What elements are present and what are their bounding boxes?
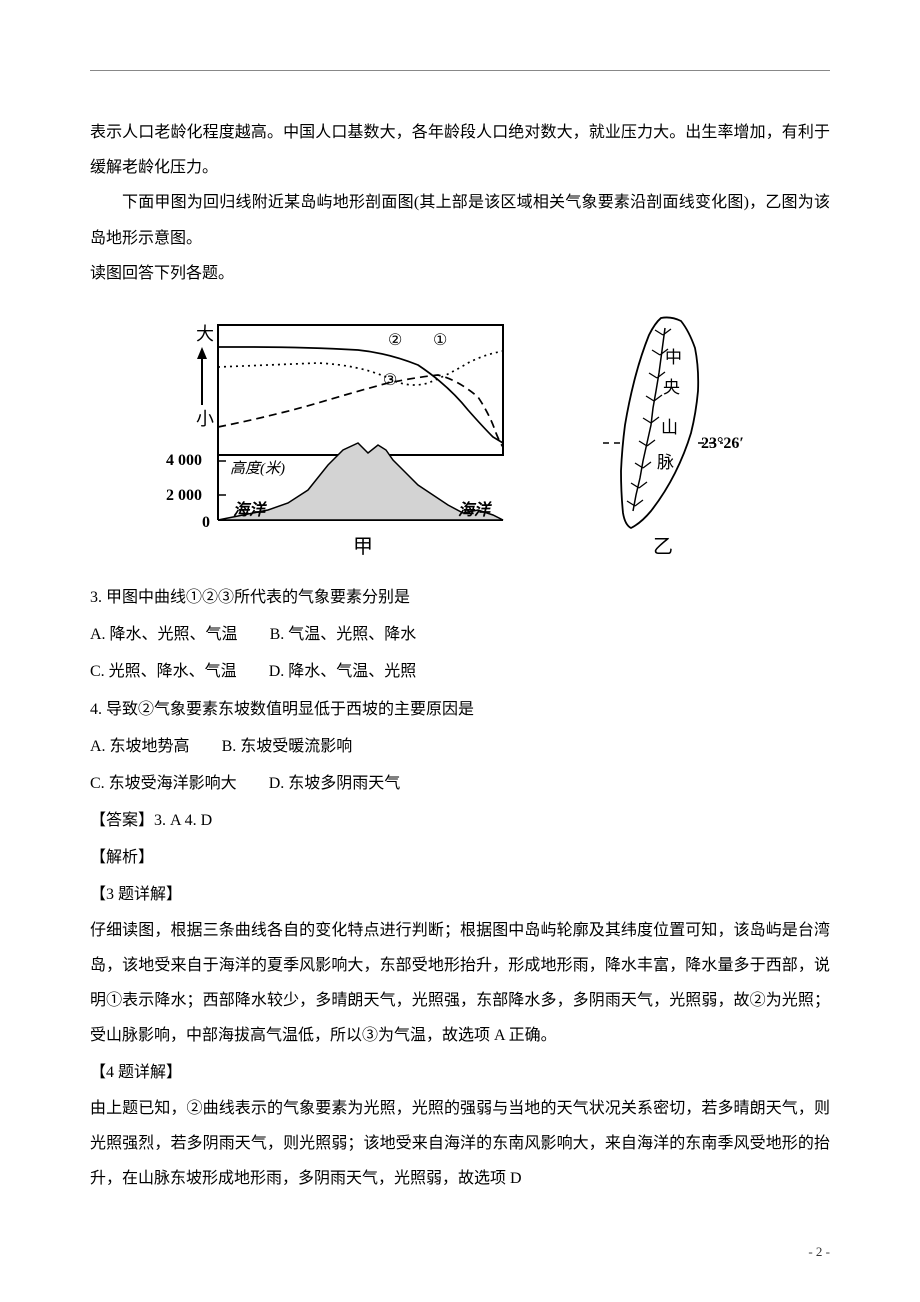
q4-opt-c: C. 东坡受海洋影响大 [90, 766, 237, 801]
q3-opt-c: C. 光照、降水、气温 [90, 654, 237, 689]
a4-body: 由上题已知，②曲线表示的气象要素为光照，光照的强弱与当地的天气状况关系密切，若多… [90, 1091, 830, 1197]
figure-row: 大 小 ① ② ③ 4 000 2 000 0 高度(米) 海洋 [90, 305, 830, 570]
jia-ocean-right: 海洋 [458, 501, 492, 519]
jia-curve-2 [218, 347, 503, 443]
a3-body: 仔细读图，根据三条曲线各自的变化特点进行判断；根据图中岛屿轮廓及其纬度位置可知，… [90, 913, 830, 1054]
top-divider [90, 70, 830, 71]
answer-line: 【答案】3. A 4. D [90, 803, 830, 838]
q3-opt-a: A. 降水、光照、气温 [90, 617, 238, 652]
yi-island-outline [621, 317, 698, 528]
yi-char-1: 中 [665, 348, 682, 367]
figure-jia: 大 小 ① ② ③ 4 000 2 000 0 高度(米) 海洋 [158, 305, 558, 570]
jia-tick-2000: 2 000 [166, 487, 202, 504]
jia-label-3: ③ [383, 372, 397, 389]
q4-opt-a: A. 东坡地势高 [90, 729, 190, 764]
jia-curve-1 [218, 375, 503, 447]
jia-y-top: 大 [196, 324, 214, 344]
analysis-heading: 【解析】 [90, 840, 830, 875]
intro-para-2: 下面甲图为回归线附近某岛屿地形剖面图(其上部是该区域相关气象要素沿剖面线变化图)… [90, 185, 830, 255]
jia-tick-0: 0 [202, 514, 210, 531]
yi-char-3: 山 [661, 418, 678, 437]
document-body: 表示人口老龄化程度越高。中国人口基数大，各年龄段人口绝对数大，就业压力大。出生率… [90, 115, 830, 1196]
jia-arrow-head [197, 347, 207, 359]
q4-opt-d: D. 东坡多阴雨天气 [269, 766, 401, 801]
yi-char-2: 央 [663, 378, 680, 397]
jia-tick-4000: 4 000 [166, 452, 202, 469]
yi-char-4: 脉 [657, 453, 674, 472]
q4-stem: 4. 导致②气象要素东坡数值明显低于西坡的主要原因是 [90, 692, 830, 727]
intro-para-3: 读图回答下列各题。 [90, 256, 830, 291]
jia-caption: 甲 [353, 536, 373, 558]
q4-opt-b: B. 东坡受暖流影响 [222, 729, 353, 764]
q3-stem: 3. 甲图中曲线①②③所代表的气象要素分别是 [90, 580, 830, 615]
yi-lat: 23°26′ [701, 435, 744, 452]
intro-para-1: 表示人口老龄化程度越高。中国人口基数大，各年龄段人口绝对数大，就业压力大。出生率… [90, 115, 830, 185]
figure-yi: 中 央 山 脉 23°26′ 乙 [588, 305, 763, 570]
q3-opt-d: D. 降水、气温、光照 [269, 654, 417, 689]
jia-ocean-left: 海洋 [233, 501, 267, 519]
a3-heading: 【3 题详解】 [90, 877, 830, 912]
jia-curve-3 [218, 351, 503, 385]
jia-label-1: ① [433, 332, 447, 349]
jia-y-bottom: 小 [196, 409, 214, 429]
a4-heading: 【4 题详解】 [90, 1055, 830, 1090]
q3-opt-b: B. 气温、光照、降水 [270, 617, 417, 652]
jia-label-2: ② [388, 332, 402, 349]
jia-height-label: 高度(米) [230, 460, 285, 477]
yi-caption: 乙 [653, 536, 673, 558]
page-number: - 2 - [808, 1238, 830, 1267]
